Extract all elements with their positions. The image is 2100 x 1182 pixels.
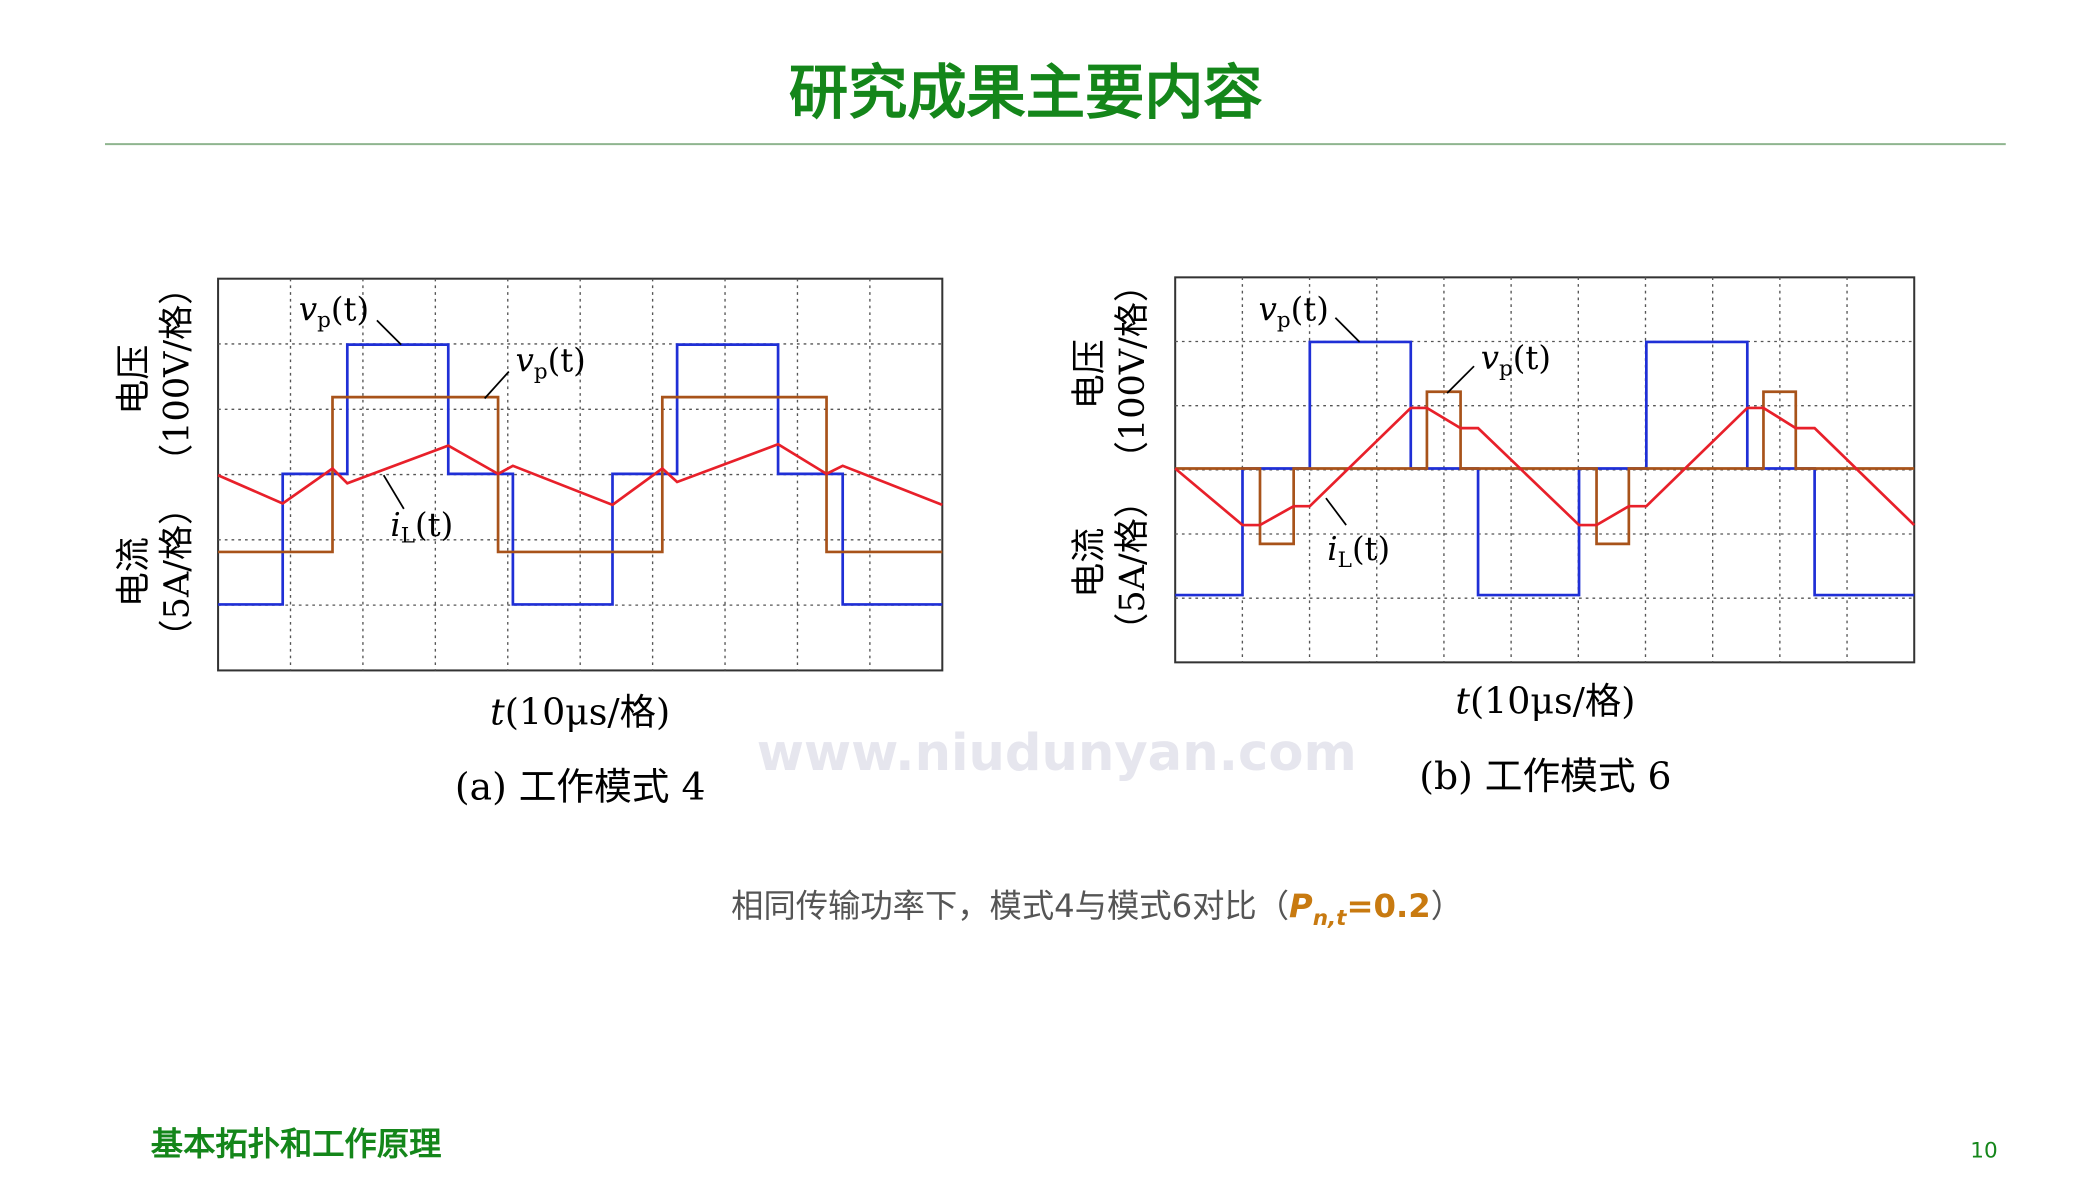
y-label: 电压 <box>1070 339 1110 409</box>
x-label: t(10μs/格) <box>490 690 670 733</box>
red-wave <box>217 442 943 507</box>
brown-wave <box>1175 390 1915 546</box>
label-il: iL(t) <box>1327 530 1390 573</box>
x-label: t(10μs/格) <box>1455 680 1635 723</box>
leaders <box>1325 317 1475 526</box>
note: 相同传输功率下，模式4与模式6对比（Pn,t=0.2） <box>731 887 1463 931</box>
figure-a: vp(t) vp(t) iL(t) 电压 （100V/格） 电流 （5A/格） … <box>114 270 944 809</box>
y-label: （100V/格） <box>157 270 197 479</box>
y-label: 电压 <box>114 345 154 415</box>
label-vp: vp(t) <box>299 290 369 333</box>
y-label: 电流 <box>114 537 154 607</box>
footer-section: 基本拓扑和工作原理 <box>151 1125 442 1163</box>
label-vp: vp(t) <box>1259 290 1329 333</box>
red-wave <box>1174 406 1916 527</box>
y-label: （5A/格） <box>1113 483 1153 647</box>
y-label: 电流 <box>1070 528 1110 598</box>
y-label: （100V/格） <box>1113 267 1153 476</box>
slide-title: 研究成果主要内容 <box>789 58 1263 127</box>
watermark: www.niudunyan.com <box>757 724 1357 783</box>
caption: (a) 工作模式 4 <box>455 765 706 809</box>
label-vp2: vp(t) <box>516 342 586 385</box>
y-label: （5A/格） <box>157 490 197 654</box>
figure-b: vp(t) vp(t) iL(t) 电压 （100V/格） 电流 （5A/格） … <box>1070 267 1916 798</box>
caption: (b) 工作模式 6 <box>1419 754 1671 798</box>
label-il: iL(t) <box>390 506 453 549</box>
leaders <box>376 319 510 510</box>
page-number: 10 <box>1970 1139 1997 1164</box>
label-vp2: vp(t) <box>1481 339 1551 382</box>
